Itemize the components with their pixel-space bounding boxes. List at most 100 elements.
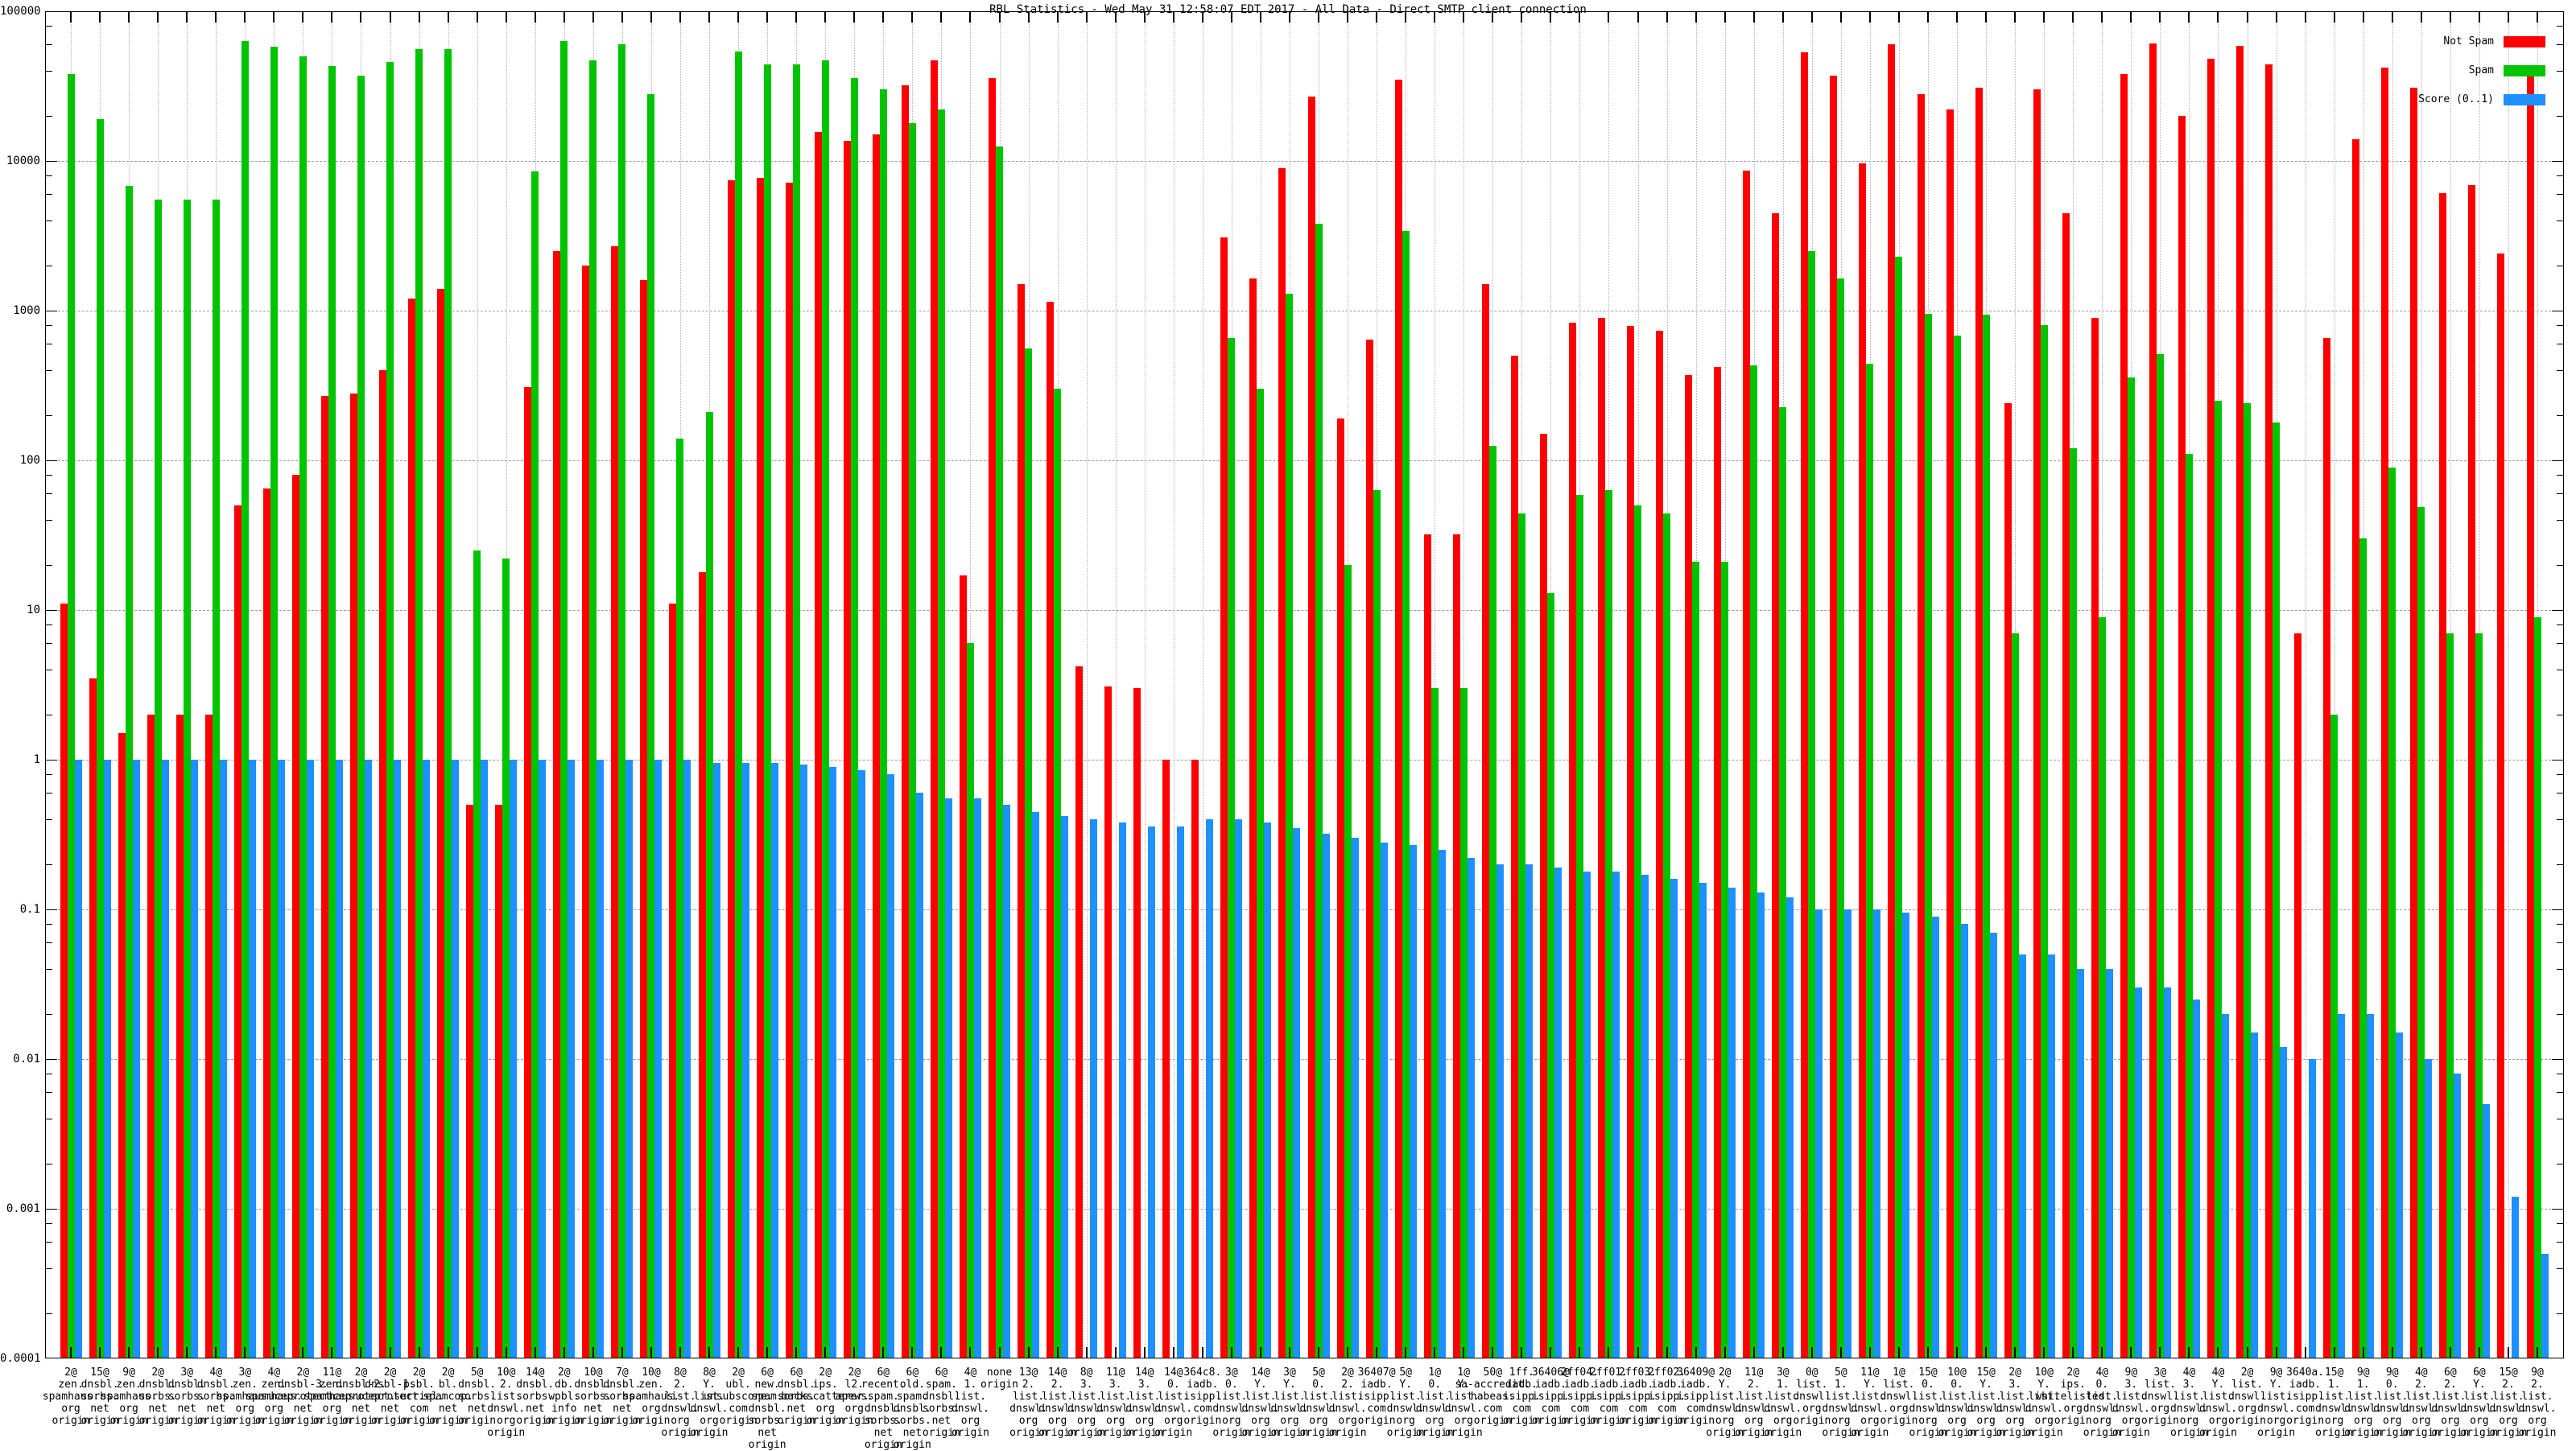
- x-bottom-tick: [737, 1347, 740, 1358]
- x-category-label: 9@ zen. spamhaus. org origin: [100, 1366, 158, 1427]
- x-bottom-tick: [592, 1347, 594, 1358]
- bar-score: [857, 770, 865, 1358]
- x-bottom-tick: [1985, 1347, 1988, 1358]
- x-category-label: 5@ dnsbl. sorbs. net origin: [458, 1366, 497, 1427]
- bar-spam: [705, 412, 713, 1358]
- bar-spam: [270, 47, 278, 1358]
- x-category-label: 2@ ips. whitelisted. org origin: [2035, 1366, 2112, 1427]
- bar-spam: [2359, 538, 2368, 1358]
- bar-not-spam: [2526, 71, 2534, 1358]
- plot-area: [45, 11, 2564, 1358]
- bar-score: [2396, 1033, 2404, 1358]
- bar-score: [2251, 1033, 2259, 1358]
- x-top-tick: [708, 12, 711, 23]
- bar-score: [1670, 879, 1678, 1358]
- bar-spam: [299, 56, 307, 1358]
- x-top-tick: [476, 12, 478, 23]
- x-top-tick: [1259, 12, 1261, 23]
- bar-score: [452, 760, 460, 1358]
- x-category-label: 364c8. iadb. isipp. com origin: [1183, 1366, 1222, 1427]
- y-minor-tick: [2557, 520, 2563, 521]
- bar-score: [1496, 864, 1504, 1358]
- y-minor-tick: [2557, 1092, 2563, 1094]
- bar-not-spam: [1018, 284, 1026, 1358]
- x-category-label: 3@ dnsbl. sorbs. net origin: [167, 1366, 206, 1427]
- x-category-label: 6@ spam. dnsbl. sorbs. net origin: [922, 1366, 960, 1439]
- bar-spam: [2417, 506, 2425, 1358]
- x-category-label: 14@ 2. list. dnswl. org origin: [1038, 1366, 1077, 1439]
- x-category-label: 14@ dnsbl. sorbs. net origin: [516, 1366, 555, 1427]
- x-bottom-tick: [853, 1347, 856, 1358]
- bar-score: [1467, 858, 1475, 1358]
- bar-spam: [560, 41, 568, 1358]
- x-bottom-tick: [1579, 1347, 1581, 1358]
- bar-not-spam: [408, 299, 416, 1358]
- bar-not-spam: [901, 85, 909, 1358]
- bar-score: [1438, 849, 1446, 1358]
- bar-spam: [879, 89, 887, 1358]
- x-category-label: 2@ list. dnswl. org origin: [2228, 1366, 2266, 1427]
- x-bottom-tick: [1637, 1347, 1639, 1358]
- x-bottom-tick: [331, 1347, 333, 1358]
- x-top-tick: [2159, 12, 2161, 23]
- y-minor-tick: [2557, 643, 2563, 645]
- x-top-tick: [2391, 12, 2393, 23]
- x-category-label: 2@ Y. list. dnswl. org origin: [1706, 1366, 1744, 1439]
- x-bottom-tick: [1463, 1347, 1465, 1358]
- x-gridline: [2334, 12, 2335, 1358]
- x-bottom-tick: [1347, 1347, 1349, 1358]
- x-category-label: 15@ 2. list. dnswl. org origin: [2489, 1366, 2528, 1439]
- x-category-label: 3@ 1. list. dnswl. org origin: [1764, 1366, 1802, 1439]
- x-gridline: [1115, 12, 1117, 1358]
- x-top-tick: [1927, 12, 1929, 23]
- bar-score: [510, 760, 518, 1358]
- bar-score: [683, 760, 691, 1358]
- y-major-tick: [2552, 460, 2563, 461]
- bar-spam: [1054, 389, 1062, 1358]
- bar-score: [2047, 954, 2055, 1358]
- x-top-tick: [766, 12, 769, 23]
- bar-not-spam: [2236, 45, 2244, 1358]
- x-category-label: 2@ l2. apews. org origin: [835, 1366, 873, 1427]
- bar-spam: [2069, 448, 2077, 1358]
- y-major-tick: [2552, 1209, 2563, 1210]
- legend-entry: Score (0..1): [2093, 93, 2562, 106]
- x-top-tick: [940, 12, 943, 23]
- x-bottom-tick: [1752, 1347, 1755, 1358]
- x-top-tick: [621, 12, 623, 23]
- x-category-label: 9@ 3. list. dnswl. org origin: [2112, 1366, 2150, 1439]
- y-minor-tick: [2557, 793, 2563, 794]
- bar-score: [1206, 819, 1214, 1358]
- y-major-tick: [2552, 1059, 2563, 1060]
- legend-swatch-score-0-1-: [2504, 94, 2545, 105]
- x-top-tick: [1666, 12, 1668, 23]
- bar-score: [2512, 1197, 2520, 1358]
- y-minor-tick: [2557, 1164, 2563, 1165]
- bar-not-spam: [437, 288, 445, 1358]
- bar-not-spam: [349, 393, 357, 1358]
- bar-spam: [1402, 231, 1410, 1358]
- x-top-tick: [2246, 12, 2248, 23]
- y-gridline: [46, 460, 2563, 461]
- x-top-tick: [2217, 12, 2219, 23]
- bar-spam: [1344, 565, 1352, 1358]
- x-bottom-tick: [2391, 1347, 2393, 1358]
- bar-score: [394, 760, 402, 1358]
- bar-not-spam: [1743, 171, 1751, 1358]
- x-bottom-tick: [882, 1347, 885, 1358]
- x-top-tick: [1695, 12, 1697, 23]
- x-category-label: 4@ 2. list. dnswl. org origin: [2402, 1366, 2441, 1439]
- bar-not-spam: [2439, 192, 2447, 1358]
- bar-score: [1931, 916, 1939, 1358]
- bar-spam: [792, 64, 800, 1358]
- x-category-label: 2@ dnsbl. sorbs. net origin: [138, 1366, 177, 1427]
- bar-spam: [1924, 314, 1932, 1358]
- x-top-tick: [389, 12, 391, 23]
- x-bottom-tick: [389, 1347, 391, 1358]
- x-category-label: 3@ 0. list. dnswl. org origin: [1212, 1366, 1251, 1439]
- x-top-tick: [650, 12, 652, 23]
- bar-not-spam: [2265, 64, 2273, 1358]
- bar-score: [1351, 838, 1359, 1358]
- x-category-label: 2ff01. iadb. isipp. com origin: [1590, 1366, 1628, 1427]
- bar-spam: [2040, 325, 2048, 1358]
